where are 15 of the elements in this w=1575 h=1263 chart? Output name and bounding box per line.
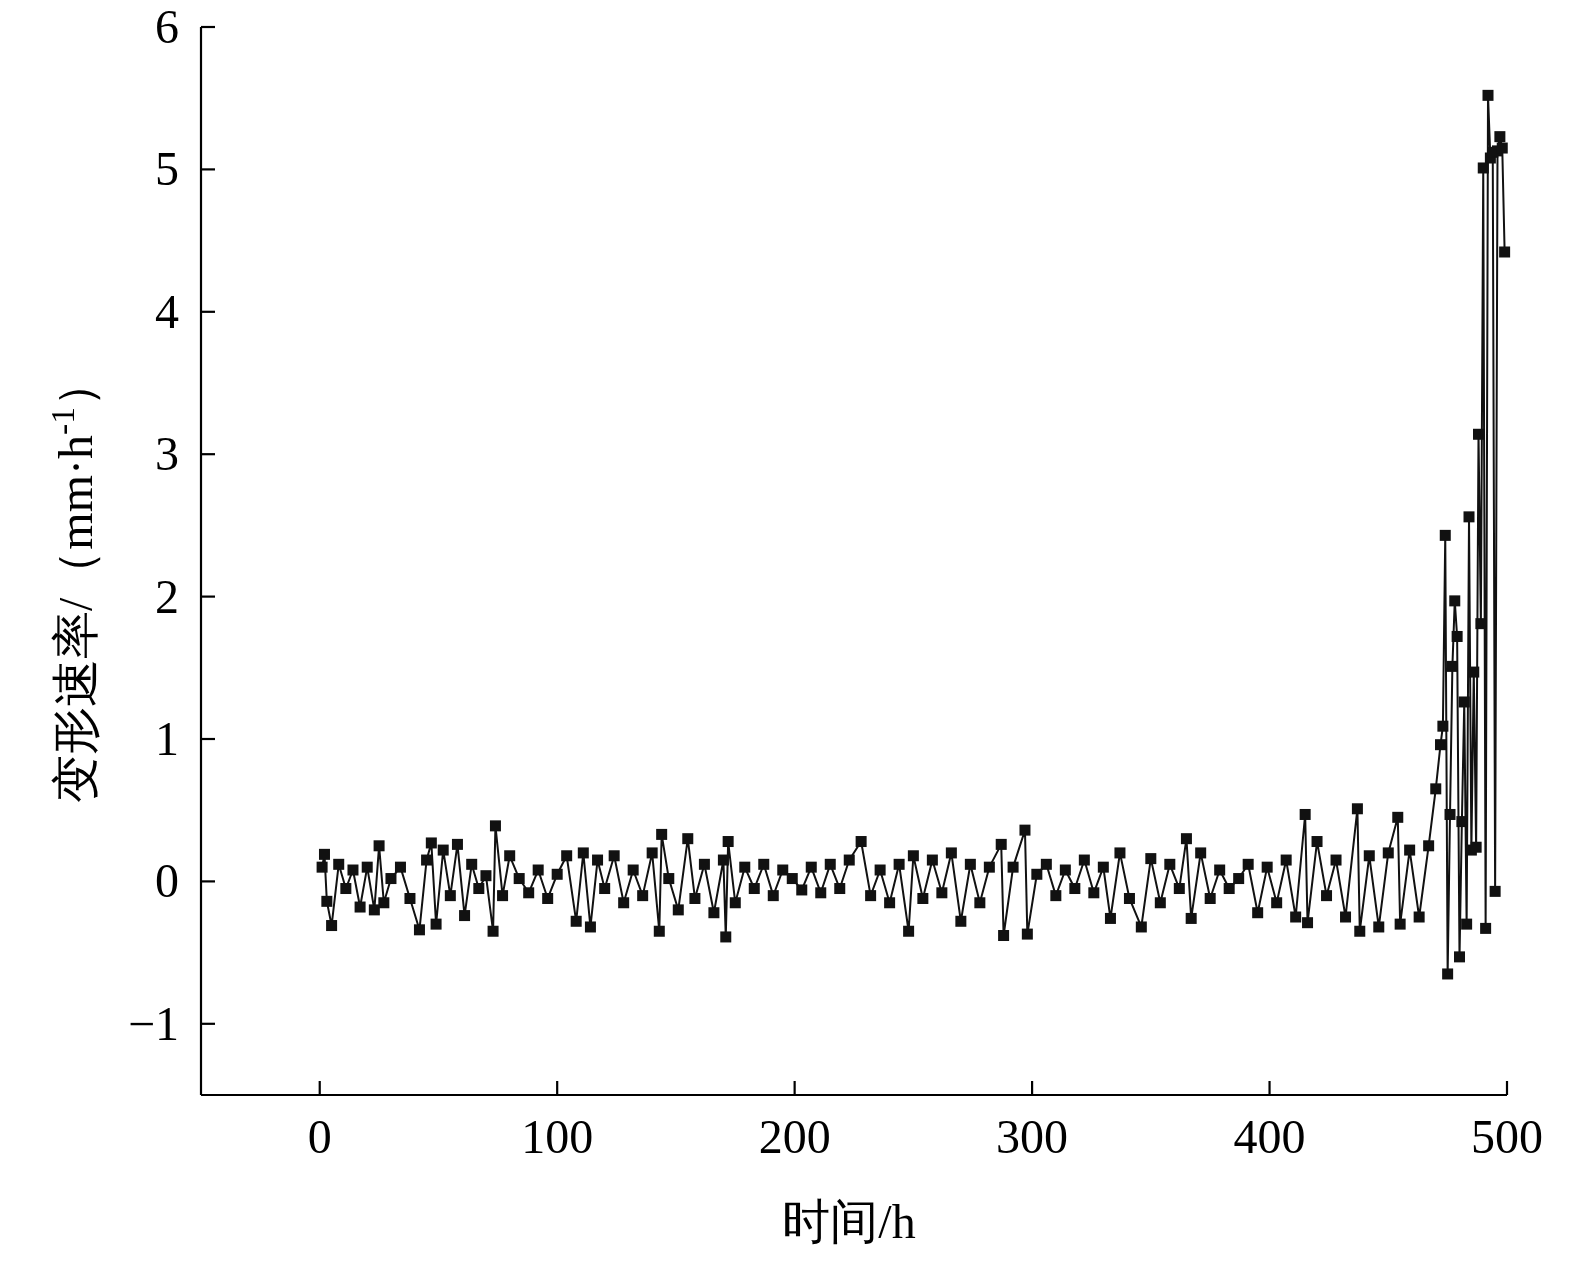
y-tick-label: 2 [155,569,179,623]
x-axis-title: 时间/h [782,1195,916,1248]
y-tick-label: 5 [155,142,179,196]
y-tick-label: 3 [155,427,179,481]
y-tick-label: −1 [127,996,179,1050]
x-tick-label: 200 [758,1110,831,1163]
y-tick-label: 4 [155,284,179,338]
y-tick-label: 0 [155,854,179,908]
x-tick-label: 0 [307,1110,332,1163]
x-tick-label: 300 [996,1110,1069,1163]
x-tick-label: 500 [1471,1110,1543,1163]
y-tick-label: 6 [155,0,179,53]
y-tick-label: 1 [155,712,179,765]
x-tick-label: 400 [1233,1110,1306,1163]
x-tick-label: 100 [521,1110,594,1163]
